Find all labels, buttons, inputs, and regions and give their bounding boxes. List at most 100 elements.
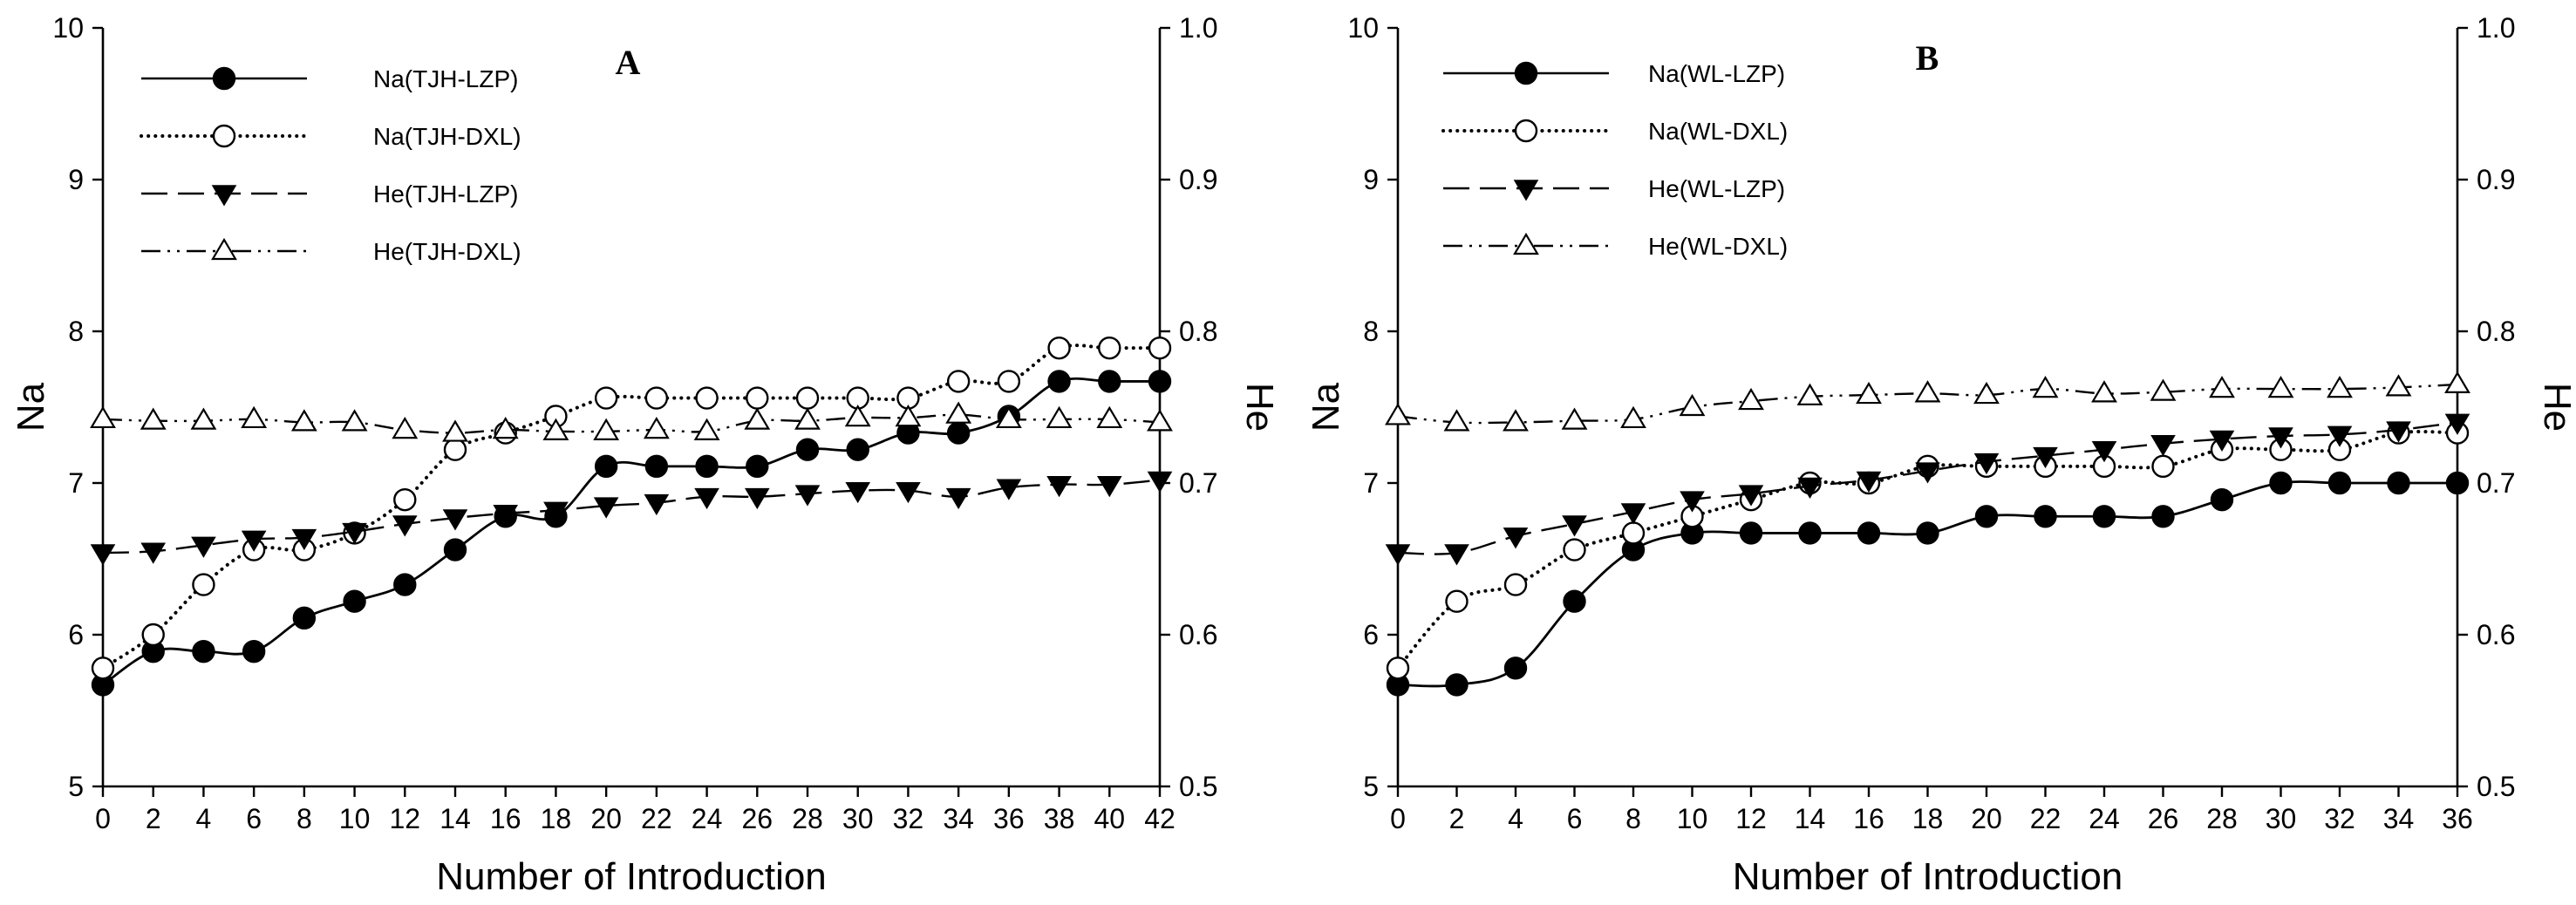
data-point — [341, 409, 368, 432]
x-tick-label: 28 — [792, 803, 823, 834]
series-Na(WL-DXL) — [1386, 421, 2470, 680]
x-tick-label: 6 — [246, 803, 262, 834]
x-tick-label: 26 — [2148, 803, 2179, 834]
data-point — [241, 405, 268, 429]
x-tick-label: 14 — [440, 803, 471, 834]
data-point — [1973, 381, 2000, 405]
data-point — [1680, 491, 1705, 513]
data-point — [1620, 405, 1646, 429]
data-point — [795, 386, 820, 410]
data-point — [1385, 403, 1411, 425]
data-point — [594, 454, 618, 479]
legend-marker — [211, 237, 237, 261]
x-tick-label: 40 — [1094, 803, 1125, 834]
legend-label: He(TJH-DXL) — [373, 238, 521, 265]
data-point — [693, 418, 720, 440]
y-tick-label-left: 9 — [1363, 164, 1379, 195]
series-Na(WL-LZP) — [1386, 471, 2470, 697]
data-point — [2210, 487, 2234, 512]
data-point — [1445, 673, 1469, 697]
data-point — [1738, 387, 1764, 411]
x-tick-label: 34 — [943, 803, 974, 834]
data-point — [1679, 393, 1706, 417]
x-tick-label: 30 — [2266, 803, 2297, 834]
data-point — [2092, 505, 2116, 528]
data-point — [1621, 521, 1646, 545]
y-tick-label-left: 7 — [1363, 467, 1379, 499]
x-tick-label: 2 — [146, 803, 161, 834]
data-point — [744, 487, 770, 510]
data-point — [392, 515, 418, 537]
data-point — [1561, 407, 1588, 430]
y-tick-label-left: 10 — [1347, 12, 1379, 44]
data-point — [1503, 409, 1529, 432]
data-point — [290, 409, 317, 432]
data-point — [845, 481, 871, 504]
data-point — [1445, 589, 1469, 613]
data-point — [442, 509, 468, 531]
x-tick-label: 28 — [2206, 803, 2238, 834]
x-tick-label: 8 — [1625, 803, 1641, 834]
series-line — [102, 479, 1161, 555]
legend-item: He(TJH-LZP) — [141, 180, 518, 208]
legend-marker — [1513, 232, 1539, 255]
x-tick-label: 24 — [692, 803, 723, 834]
series-line — [101, 344, 1162, 670]
legend-item: Na(WL-LZP) — [1443, 60, 1785, 87]
data-point — [542, 418, 569, 440]
data-point — [945, 401, 972, 424]
data-point — [191, 536, 216, 558]
y-tick-label-right: 0.7 — [1179, 467, 1217, 499]
legend-label: Na(TJH-LZP) — [373, 65, 518, 92]
y-tick-label-left: 5 — [1363, 771, 1379, 802]
x-tick-label: 20 — [1971, 803, 2002, 834]
data-point — [1148, 370, 1172, 393]
x-tick-label: 8 — [296, 803, 312, 834]
data-point — [694, 487, 719, 510]
data-point — [594, 386, 618, 410]
y-tick-label-right: 1.0 — [1179, 12, 1217, 44]
legend-marker — [211, 185, 237, 207]
y-tick-label-left: 9 — [68, 164, 84, 195]
y-tick-label-right: 0.5 — [2477, 771, 2515, 802]
x-tick-label: 10 — [1677, 803, 1708, 834]
data-point — [644, 386, 669, 410]
data-point — [997, 370, 1021, 393]
y-tick-label-right: 1.0 — [2477, 12, 2515, 44]
data-point — [2150, 378, 2177, 401]
legend-marker — [212, 66, 236, 91]
y-axis-title-left: Na — [10, 382, 52, 432]
data-point — [493, 505, 519, 527]
series-Na(TJH-DXL) — [91, 336, 1172, 680]
data-point — [543, 501, 569, 523]
data-point — [2268, 427, 2293, 449]
x-tick-label: 18 — [1912, 803, 1944, 834]
data-point — [2444, 371, 2470, 393]
y-axis-title-right: He — [1238, 383, 1281, 432]
data-point — [1047, 370, 1071, 393]
data-point — [2327, 471, 2352, 495]
data-point — [141, 623, 165, 647]
x-tick-label: 30 — [842, 803, 874, 834]
series-Na(TJH-LZP) — [91, 370, 1172, 697]
data-point — [846, 438, 869, 461]
data-point — [2327, 375, 2353, 398]
x-tick-label: 0 — [1390, 803, 1406, 834]
y-tick-label-left: 5 — [68, 771, 84, 802]
data-point — [746, 454, 769, 479]
data-point — [2269, 471, 2293, 495]
data-point — [1563, 538, 1586, 561]
x-tick-label: 22 — [2030, 803, 2061, 834]
data-point — [292, 606, 317, 630]
y-axis-title-right: He — [2536, 383, 2576, 432]
data-point — [2034, 505, 2057, 528]
data-point — [492, 416, 519, 439]
x-tick-label: 38 — [1044, 803, 1075, 834]
data-point — [91, 657, 115, 680]
panel-a: 0 2 4 6 8 10 12 14 16 18 20 22 24 26 28 30 32 34 36 38 40 425… — [10, 12, 1281, 898]
legend-label: Na(TJH-DXL) — [373, 123, 521, 150]
data-point — [1856, 471, 1882, 493]
data-point — [794, 485, 821, 507]
series-line — [1397, 480, 2457, 688]
data-point — [593, 418, 620, 440]
